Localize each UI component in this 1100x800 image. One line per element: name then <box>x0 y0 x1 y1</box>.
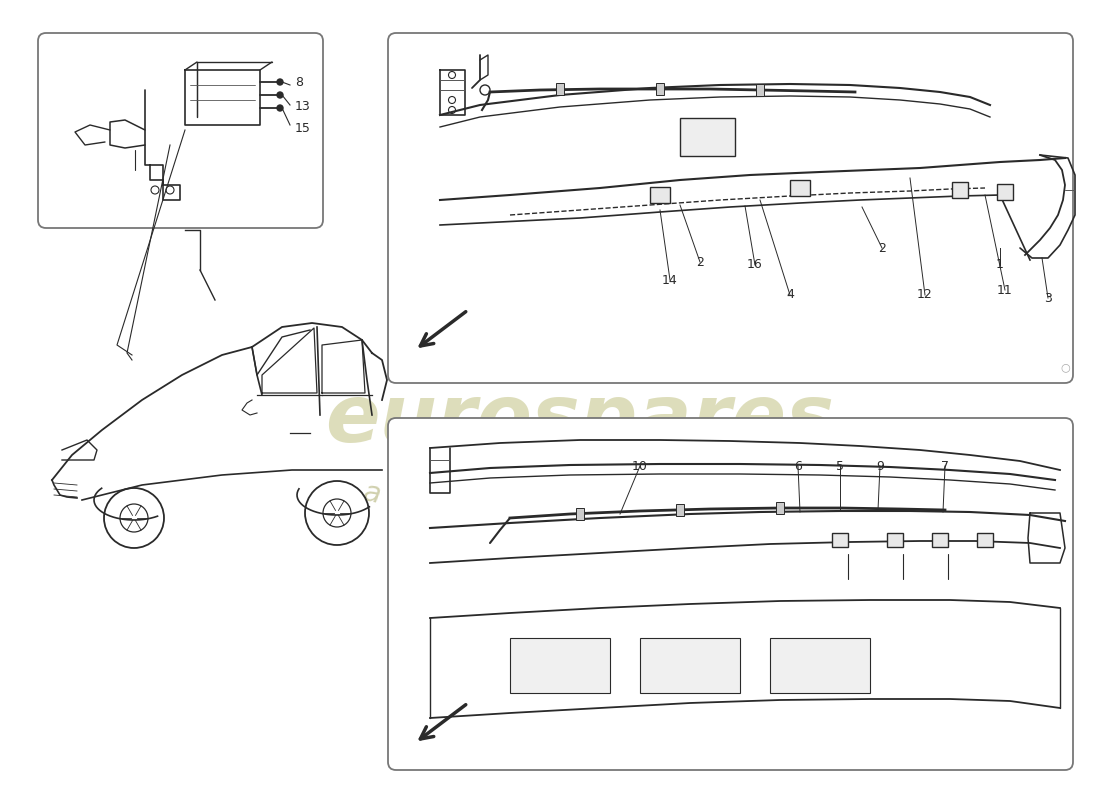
Bar <box>640 638 740 693</box>
FancyBboxPatch shape <box>39 33 323 228</box>
Text: 6: 6 <box>794 459 802 473</box>
Text: 4: 4 <box>786 289 794 302</box>
Text: 10: 10 <box>632 459 648 473</box>
Bar <box>650 187 670 203</box>
Bar <box>997 184 1013 200</box>
Text: 14: 14 <box>662 274 678 286</box>
FancyBboxPatch shape <box>388 418 1072 770</box>
Bar <box>887 533 903 547</box>
Bar <box>676 504 684 516</box>
Text: 7: 7 <box>940 459 949 473</box>
Bar <box>977 533 993 547</box>
Bar <box>510 638 610 693</box>
Bar <box>932 533 948 547</box>
Bar <box>576 508 584 520</box>
Text: 1: 1 <box>997 258 1004 271</box>
Bar <box>680 118 735 156</box>
Text: 9: 9 <box>876 459 884 473</box>
Text: 8: 8 <box>295 75 302 89</box>
Bar <box>756 84 764 96</box>
Bar <box>770 638 870 693</box>
Text: 13: 13 <box>295 101 310 114</box>
Circle shape <box>277 105 283 111</box>
Text: 16: 16 <box>747 258 763 271</box>
Bar <box>556 83 564 95</box>
Text: 3: 3 <box>1044 291 1052 305</box>
Text: a passion for parts since 1985: a passion for parts since 1985 <box>361 478 799 582</box>
Bar <box>832 533 848 547</box>
FancyBboxPatch shape <box>388 33 1072 383</box>
Bar <box>790 180 810 196</box>
Bar <box>656 83 664 95</box>
Text: 5: 5 <box>836 459 844 473</box>
Text: 15: 15 <box>295 122 311 134</box>
Bar <box>776 502 784 514</box>
Circle shape <box>277 92 283 98</box>
Text: 2: 2 <box>878 242 886 254</box>
Text: eurospares: eurospares <box>326 381 835 459</box>
Circle shape <box>277 79 283 85</box>
Text: 12: 12 <box>917 289 933 302</box>
Text: ○: ○ <box>1060 362 1069 372</box>
Bar <box>952 182 968 198</box>
Text: 11: 11 <box>997 283 1013 297</box>
Text: 2: 2 <box>696 255 704 269</box>
